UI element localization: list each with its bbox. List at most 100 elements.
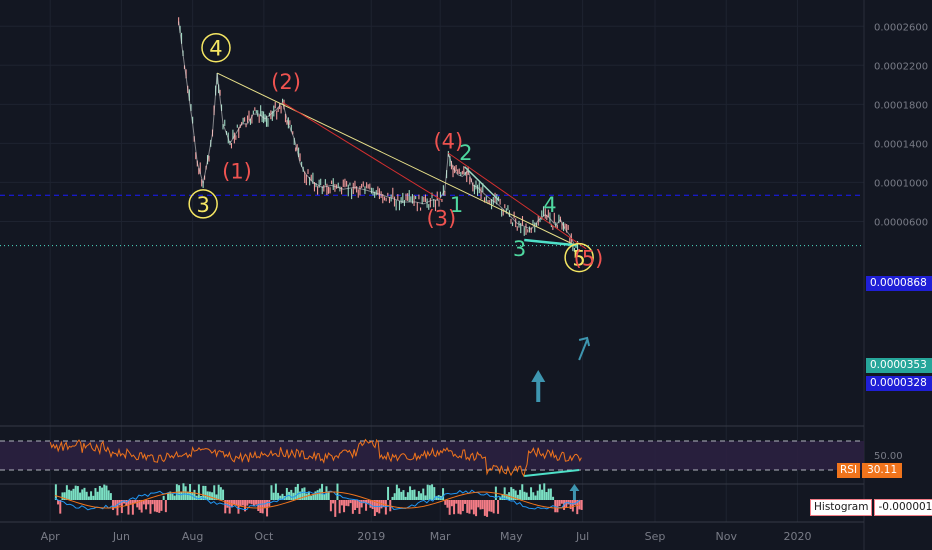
histogram-bar [490,500,493,512]
macd-line[interactable] [54,489,581,511]
histogram-bar [257,500,260,511]
histogram-bar [532,492,535,500]
wave-label[interactable]: 3 [513,237,526,261]
histogram-bar [356,500,359,508]
time-axis[interactable]: Apr Jun Aug Oct 2019 Mar May Jul Sep Nov 2020 [41,530,812,543]
histogram-bar [173,495,176,500]
diagonal-arrow-icon [578,336,591,361]
wave-label-text: (5) [574,247,604,271]
histogram-bar [127,500,130,515]
histogram-bar [556,500,559,513]
histogram-bar [131,500,134,515]
histogram-bar [402,490,405,500]
trendline[interactable] [216,72,575,246]
histogram-bar [178,485,181,500]
histogram-pane[interactable] [54,483,583,517]
histogram-bar [184,486,187,500]
histogram-bar [305,493,308,500]
time-tick-label[interactable]: 2020 [783,530,811,543]
histogram-bar [580,500,583,510]
histogram-bar [459,500,462,515]
histogram-bar [525,492,528,500]
histogram-bar [63,492,66,500]
histogram-bar [164,500,167,513]
histogram-bar [444,500,447,505]
wave-label[interactable]: 1 [450,193,463,217]
histogram-bar [230,500,233,507]
histogram-bar [61,492,64,500]
arrow-head [578,336,591,347]
rsi-legend[interactable]: RSI 30.11 [837,462,903,478]
histogram-bar [455,500,458,504]
price-line[interactable] [178,21,580,246]
histogram-bar [123,500,126,504]
time-tick-label[interactable]: Aug [182,530,203,543]
wave-label[interactable]: (3) [426,207,456,231]
histogram-bar [321,483,324,500]
time-tick-label[interactable]: Jun [112,530,130,543]
histogram-bar [158,500,161,513]
histogram-bar [235,500,238,506]
signal-line[interactable] [54,491,580,509]
time-tick-label[interactable]: Oct [254,530,274,543]
histogram-bar [398,488,401,500]
wave-label[interactable]: 4 [201,32,231,63]
histogram-bar [252,500,255,507]
time-tick-label[interactable]: Sep [645,530,666,543]
histogram-bar [574,500,577,505]
wave-label-text: 5 [572,247,585,271]
histogram-bar [560,500,563,504]
histogram-bar [558,500,561,507]
histogram-bar [450,500,453,507]
histogram-bar [327,491,330,500]
histogram-bar [547,488,550,500]
rsi-line[interactable] [49,438,582,478]
histogram-bar [197,484,200,500]
histogram-bar [534,495,537,500]
wave-label[interactable]: (4) [433,129,463,153]
time-tick-label[interactable]: Apr [41,530,61,543]
histogram-bar [125,500,128,506]
wave-label[interactable]: 2 [459,141,472,165]
histogram-value: -0.0000018 [874,498,932,516]
wave-label-text: 1 [450,193,463,217]
histogram-bar [347,500,350,507]
trendline[interactable] [282,101,442,201]
wave-label[interactable]: (5) [574,247,604,271]
time-tick-label[interactable]: Jul [575,530,589,543]
histogram-bar [160,500,163,511]
wave-label-text: 4 [543,193,556,217]
price-tick-label: 0.0000600 [874,217,928,228]
histogram-bar [411,490,414,500]
time-tick-label[interactable]: Mar [430,530,451,543]
histogram-bar [193,489,196,500]
time-tick-label[interactable]: Nov [716,530,738,543]
price-pane[interactable]: 43(2)(1)(4)(3)21 43 5(5) [0,17,864,402]
histogram-bar [323,494,326,500]
histogram-legend[interactable]: Histogram -0.0000018 [810,498,932,516]
histogram-bar [98,485,101,500]
histogram-bar [268,500,271,507]
wave-label[interactable]: (2) [271,70,301,94]
wave-label[interactable]: (1) [222,160,252,184]
histogram-bar [211,492,214,500]
histogram-bar [226,500,229,508]
wave-label-text: 2 [459,141,472,165]
histogram-bar [85,491,88,500]
wave-label[interactable]: 4 [543,193,556,217]
trendline[interactable] [448,152,587,250]
histogram-bar [369,500,372,508]
wave-label[interactable]: 3 [188,189,218,219]
rsi-pane[interactable]: 50.00 [0,438,903,478]
histogram-bar [395,484,398,500]
histogram-bar [393,493,396,500]
histogram-bar [358,500,361,514]
wave-label[interactable]: 5 [564,242,594,273]
time-tick-label[interactable]: May [500,530,523,543]
histogram-bar [521,484,524,500]
support-line[interactable] [524,238,577,247]
time-tick-label[interactable]: 2019 [357,530,385,543]
histogram-bar [241,500,244,506]
histogram-bar [530,487,533,500]
